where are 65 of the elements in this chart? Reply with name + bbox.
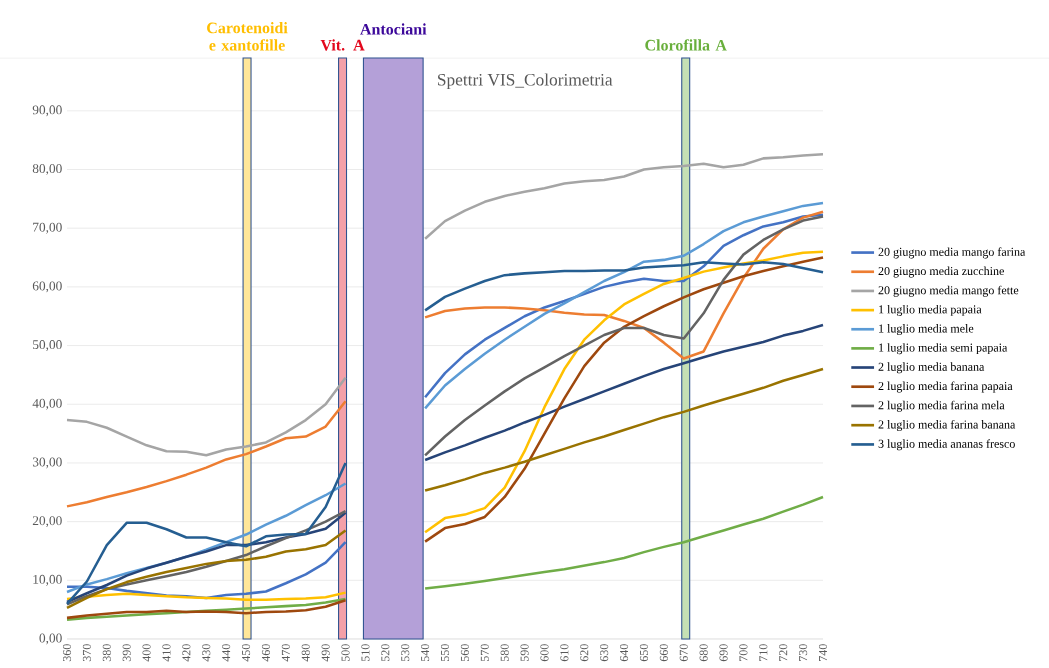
legend-label: 2 luglio media farina banana xyxy=(878,419,1016,432)
legend-label: 1 luglio media semi papaia xyxy=(879,343,1008,355)
x-tick-label: 740 xyxy=(818,644,828,661)
x-tick-label: 480 xyxy=(301,644,310,662)
x-tick-label: 400 xyxy=(142,644,151,662)
x-tick-label: 370 xyxy=(82,644,91,662)
x-tick-label: 690 xyxy=(719,644,728,662)
x-tick-label: 700 xyxy=(739,644,748,661)
x-tick-label: 500 xyxy=(341,644,350,662)
legend-label: 2 luglio media banana xyxy=(878,362,985,374)
x-tick-label: 650 xyxy=(639,644,649,662)
x-tick-label: 610 xyxy=(560,644,569,662)
x-tick-label: 520 xyxy=(381,644,390,662)
text: Spettri VIS_Colorimetria xyxy=(438,73,613,90)
legend-label: 20 giugno media mango farina xyxy=(878,247,1026,259)
y-tick-label: 30,00 xyxy=(32,457,62,469)
x-tick-label: 580 xyxy=(500,644,509,662)
y-tick-label: 70,00 xyxy=(33,222,62,234)
legend-label: 2 luglio media farina papaia xyxy=(878,381,1013,393)
band-label: Carotenoidi e xantofille xyxy=(207,22,288,51)
band-label: Vit. A xyxy=(320,39,365,51)
x-tick-label: 410 xyxy=(162,644,171,662)
x-tick-label: 660 xyxy=(659,644,668,662)
legend-label: 2 luglio media farina mela xyxy=(878,400,1005,412)
x-tick-label: 390 xyxy=(122,644,131,662)
x-tick-label: 430 xyxy=(202,644,211,662)
x-tick-label: 530 xyxy=(401,644,410,662)
x-tick-label: 470 xyxy=(281,644,290,662)
x-tick-label: 670 xyxy=(679,644,688,662)
x-tick-label: 380 xyxy=(102,644,111,662)
x-tick-label: 510 xyxy=(361,644,370,662)
x-tick-label: 730 xyxy=(799,644,808,661)
x-tick-label: 360 xyxy=(62,644,72,662)
x-tick-label: 720 xyxy=(779,644,788,661)
x-tick-label: 680 xyxy=(699,644,708,662)
legend-label: 1 luglio media papaia xyxy=(879,304,982,316)
y-tick-label: 20,00 xyxy=(32,516,62,528)
x-tick-label: 590 xyxy=(520,644,529,662)
y-tick-label: 80,00 xyxy=(32,164,62,175)
legend-label: 20 giugno media mango fette xyxy=(878,285,1019,297)
x-tick-label: 560 xyxy=(460,644,469,662)
x-tick-label: 450 xyxy=(242,644,251,662)
y-tick-label: 60,00 xyxy=(32,281,62,293)
y-tick-label: 0,00 xyxy=(39,633,62,645)
x-tick-label: 640 xyxy=(620,644,629,662)
x-tick-label: 600 xyxy=(540,644,549,662)
x-tick-label: 630 xyxy=(600,644,609,662)
x-tick-label: 550 xyxy=(440,644,450,662)
x-tick-label: 490 xyxy=(321,644,330,662)
x-tick-label: 540 xyxy=(421,644,430,662)
band-label: Antociani xyxy=(360,23,427,35)
x-tick-label: 620 xyxy=(580,644,589,662)
y-tick-label: 90,00 xyxy=(32,105,62,117)
band-label: Clorofilla A xyxy=(645,39,727,51)
x-tick-label: 710 xyxy=(759,644,768,661)
x-tick-label: 420 xyxy=(182,644,191,662)
x-tick-label: 440 xyxy=(222,644,231,662)
x-tick-label: 460 xyxy=(261,644,271,662)
y-tick-label: 50,00 xyxy=(33,340,62,352)
x-tick-label: 570 xyxy=(480,644,489,662)
y-tick-label: 40,00 xyxy=(32,398,62,410)
y-tick-label: 10,00 xyxy=(33,574,62,586)
legend-label: 3 luglio media ananas fresco xyxy=(878,439,1015,451)
legend-label: 20 giugno media zucchine xyxy=(878,266,1004,278)
legend-label: 1 luglio media mele xyxy=(879,324,974,336)
